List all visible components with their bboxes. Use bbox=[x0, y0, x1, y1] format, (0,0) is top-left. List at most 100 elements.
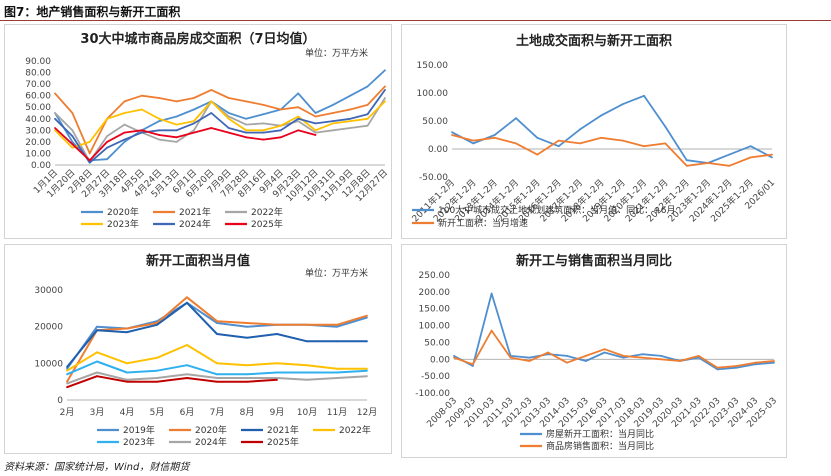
data-point bbox=[314, 112, 317, 114]
data-point bbox=[126, 378, 128, 381]
y-tick-label: 60.00 bbox=[25, 92, 51, 102]
data-point bbox=[66, 373, 68, 376]
data-point bbox=[245, 100, 247, 103]
data-point bbox=[579, 128, 581, 131]
data-point bbox=[262, 131, 265, 134]
data-point bbox=[735, 365, 738, 367]
legend-label: 2020年 bbox=[195, 424, 227, 436]
data-point bbox=[246, 364, 248, 367]
y-tick-label: 200.00 bbox=[419, 288, 451, 298]
y-tick-label: 0.00 bbox=[31, 161, 51, 171]
data-point bbox=[96, 360, 98, 363]
data-point bbox=[96, 371, 98, 374]
data-point bbox=[490, 292, 493, 295]
data-point bbox=[749, 145, 752, 148]
data-point bbox=[158, 129, 161, 132]
data-point bbox=[186, 301, 188, 304]
data-point bbox=[384, 97, 386, 99]
series-1 bbox=[54, 69, 386, 162]
series-3 bbox=[66, 301, 368, 368]
x-tick-label: 6月 bbox=[180, 407, 195, 418]
legend-item: 新开工面积：当月增速 bbox=[412, 217, 528, 229]
data-point bbox=[54, 129, 56, 132]
legend-item: 2020年 bbox=[169, 424, 227, 436]
series-1 bbox=[453, 292, 775, 371]
data-point bbox=[66, 366, 68, 368]
data-point bbox=[771, 153, 773, 156]
series-line bbox=[54, 69, 386, 162]
data-point bbox=[336, 325, 338, 328]
data-point bbox=[210, 100, 213, 103]
y-tick-label: 100.00 bbox=[419, 322, 451, 332]
data-point bbox=[678, 360, 681, 362]
data-point bbox=[227, 117, 230, 120]
data-point bbox=[306, 340, 308, 343]
data-point bbox=[216, 322, 218, 324]
data-point bbox=[106, 135, 109, 138]
x-tick-label: 2月 bbox=[60, 407, 75, 418]
data-point bbox=[245, 123, 247, 126]
data-point bbox=[622, 356, 625, 359]
data-point bbox=[123, 138, 126, 141]
series-6 bbox=[54, 127, 317, 162]
legend-item: 2021年 bbox=[153, 206, 211, 218]
data-point bbox=[643, 94, 645, 97]
data-point bbox=[126, 327, 128, 330]
data-point bbox=[621, 103, 624, 106]
chart-title: 新开工与销售面积当月同比 bbox=[516, 253, 672, 269]
data-point bbox=[314, 122, 317, 125]
series-line bbox=[451, 94, 773, 164]
data-point bbox=[227, 112, 230, 114]
data-point bbox=[349, 127, 352, 129]
data-point bbox=[276, 333, 278, 335]
data-point bbox=[366, 104, 369, 106]
data-point bbox=[716, 368, 719, 371]
data-point bbox=[158, 138, 161, 141]
data-point bbox=[603, 351, 606, 354]
data-point bbox=[297, 92, 300, 95]
y-tick-label: 0 bbox=[57, 396, 63, 406]
x-tick-label: 4月 bbox=[120, 407, 135, 418]
series-line bbox=[66, 296, 368, 383]
data-point bbox=[331, 120, 334, 122]
data-point bbox=[297, 106, 300, 109]
y-tick-label: -50.00 bbox=[419, 173, 448, 183]
data-point bbox=[71, 140, 74, 143]
data-point bbox=[123, 100, 126, 103]
data-point bbox=[96, 325, 98, 328]
x-tick-label: 3月 bbox=[90, 407, 105, 418]
data-point bbox=[279, 108, 282, 111]
data-point bbox=[193, 122, 195, 125]
legend-item: 2025年 bbox=[225, 218, 283, 230]
series-1 bbox=[451, 94, 773, 164]
data-point bbox=[306, 323, 308, 326]
data-point bbox=[245, 129, 247, 132]
data-point bbox=[622, 355, 625, 357]
data-point bbox=[493, 134, 496, 136]
legend-label: 房屋新开工面积：当月同比 bbox=[546, 428, 654, 440]
data-point bbox=[54, 112, 56, 114]
data-point bbox=[349, 108, 352, 111]
x-tick-label: 10月 bbox=[297, 407, 317, 418]
series-line bbox=[451, 134, 773, 167]
data-point bbox=[245, 131, 247, 134]
data-point bbox=[547, 353, 550, 356]
y-tick-label: 20.00 bbox=[25, 138, 51, 148]
y-tick-label: 50.00 bbox=[25, 103, 51, 113]
data-point bbox=[276, 323, 278, 326]
data-point bbox=[685, 159, 688, 162]
data-point bbox=[140, 94, 143, 97]
data-point bbox=[279, 136, 282, 139]
chart-panel-starts-sales-yoy: 新开工与销售面积当月同比 -100.00 -50.00 0.00 50.00 100.00… bbox=[401, 244, 787, 458]
data-point bbox=[314, 131, 317, 134]
legend-label: 商品房销售面积：当月同比 bbox=[546, 440, 654, 452]
data-point bbox=[71, 112, 74, 114]
series-5 bbox=[54, 88, 386, 164]
data-point bbox=[314, 134, 317, 136]
y-tick-label: 10.00 bbox=[25, 149, 51, 159]
data-point bbox=[123, 131, 126, 134]
data-point bbox=[66, 382, 68, 385]
data-point bbox=[106, 146, 109, 149]
data-point bbox=[384, 69, 386, 72]
y-tick-label: 70.00 bbox=[25, 80, 51, 90]
